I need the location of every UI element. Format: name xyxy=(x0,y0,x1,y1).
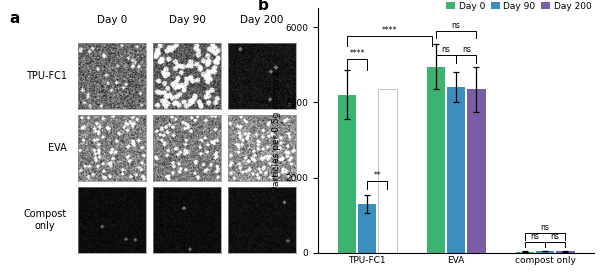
Y-axis label: Particles per 0.5g compost: Particles per 0.5g compost xyxy=(272,70,281,191)
Text: Day 0: Day 0 xyxy=(97,15,127,26)
Text: ns: ns xyxy=(541,223,550,232)
Text: ****: **** xyxy=(349,49,365,58)
Bar xyxy=(447,87,466,253)
Text: **: ** xyxy=(373,171,381,180)
Bar xyxy=(338,95,356,253)
Text: ns: ns xyxy=(452,21,461,30)
Text: ns: ns xyxy=(462,45,470,54)
Text: Day 90: Day 90 xyxy=(169,15,205,26)
Bar xyxy=(467,89,485,253)
Legend: Day 0, Day 90, Day 200: Day 0, Day 90, Day 200 xyxy=(443,0,595,14)
Bar xyxy=(515,252,534,253)
Bar xyxy=(358,204,376,253)
Bar xyxy=(427,67,445,253)
Text: ****: **** xyxy=(382,26,397,35)
Text: ns: ns xyxy=(530,232,539,241)
Bar xyxy=(378,89,397,253)
Text: TPU-FC1: TPU-FC1 xyxy=(26,71,67,81)
Text: ns: ns xyxy=(551,232,560,241)
Bar xyxy=(536,251,554,253)
Text: ns: ns xyxy=(442,45,451,54)
Text: EVA: EVA xyxy=(48,143,67,153)
Text: a: a xyxy=(9,11,19,26)
Text: Day 200: Day 200 xyxy=(240,15,283,26)
Text: b: b xyxy=(257,0,268,13)
Bar xyxy=(556,252,575,253)
Text: Compost
only: Compost only xyxy=(23,209,67,231)
